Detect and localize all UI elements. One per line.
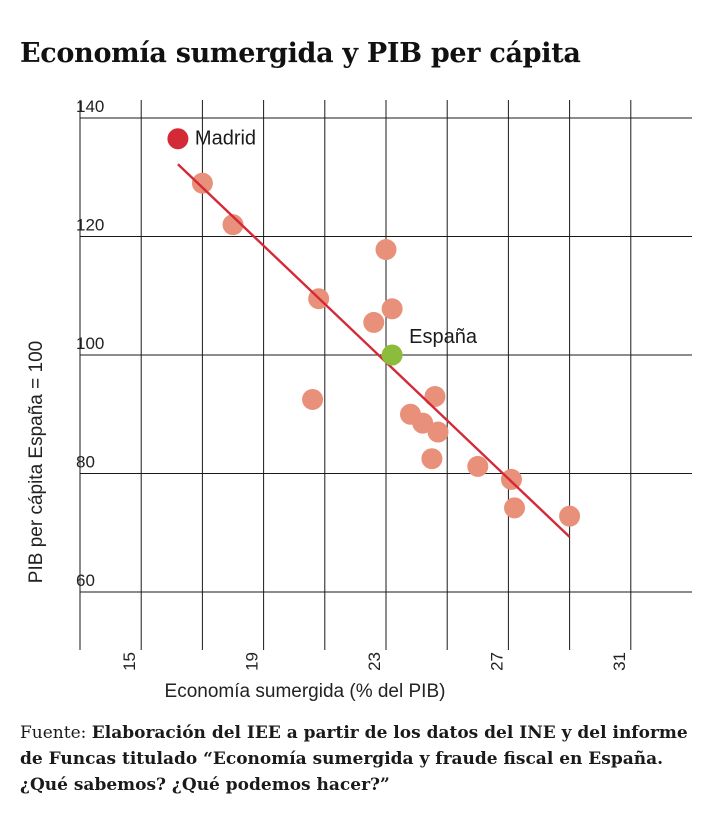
data-point: [421, 448, 443, 470]
x-axis-label: Economía sumergida (% del PIB): [165, 681, 446, 702]
data-point: [500, 468, 522, 490]
source-note: Fuente: Elaboración del IEE a partir de …: [20, 720, 710, 798]
highlight-points: Madrid España: [167, 128, 478, 366]
highlight-label-madrid: Madrid: [195, 128, 256, 150]
trend-line: [177, 163, 571, 538]
grid-lines: [79, 100, 692, 650]
y-axis-label: PIB per cápita España = 100: [26, 341, 47, 583]
data-point: [504, 497, 526, 519]
data-point: [375, 239, 397, 261]
data-point: [363, 311, 385, 333]
x-tick-label: 31: [610, 652, 629, 671]
source-label: Fuente:: [20, 723, 87, 743]
source-text: Elaboración del IEE a partir de los dato…: [20, 723, 688, 795]
y-tick-labels: 60 80 100 120 140: [76, 97, 104, 590]
data-point: [427, 421, 449, 443]
data-point: [381, 298, 403, 320]
chart-title: Economía sumergida y PIB per cápita: [20, 38, 581, 69]
x-tick-label: 15: [120, 652, 139, 671]
data-point: [302, 388, 324, 410]
highlight-point-españa: [381, 344, 403, 366]
y-tick-label: 140: [76, 97, 104, 116]
data-point: [412, 412, 434, 434]
data-point: [222, 214, 244, 236]
data-point: [191, 172, 213, 194]
y-tick-label: 100: [76, 334, 104, 353]
x-tick-label: 27: [487, 652, 506, 671]
x-tick-labels: 15 19 23 27 31: [120, 652, 629, 671]
y-tick-label: 60: [76, 571, 95, 590]
x-tick-label: 19: [243, 652, 262, 671]
highlight-point-madrid: [167, 128, 189, 150]
y-tick-label: 80: [76, 453, 95, 472]
data-point: [559, 505, 581, 527]
highlight-label-españa: España: [409, 326, 478, 348]
x-tick-label: 23: [365, 652, 384, 671]
data-point: [424, 385, 446, 407]
data-point: [467, 455, 489, 477]
y-tick-label: 120: [76, 216, 104, 235]
